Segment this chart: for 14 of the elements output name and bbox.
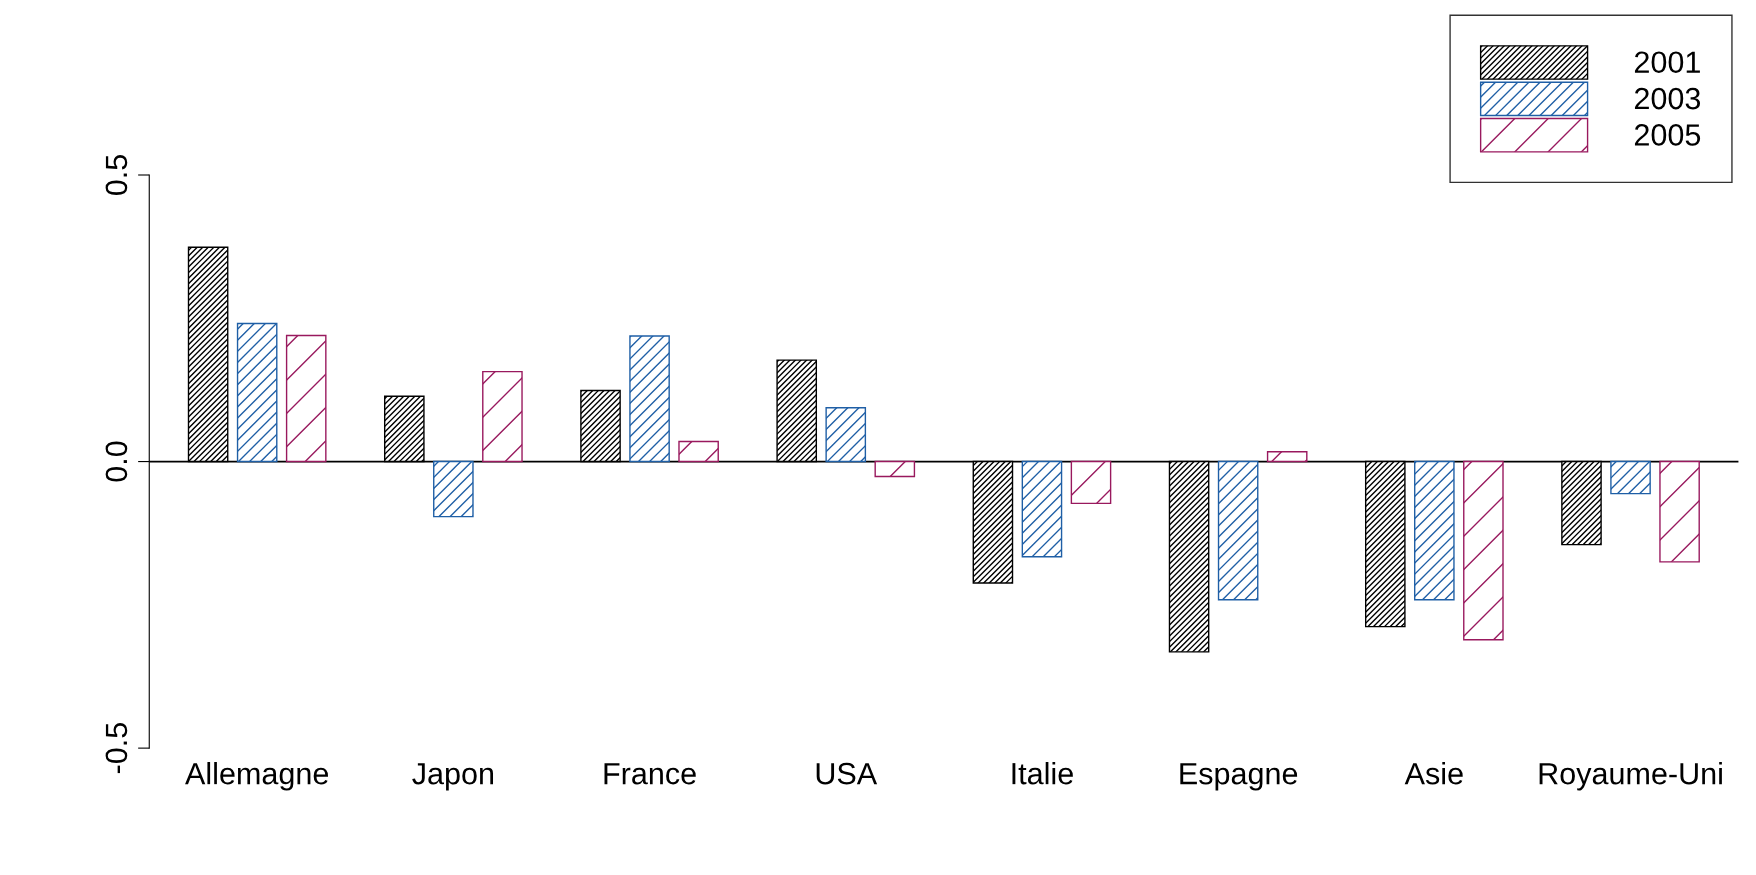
x-tick-label: USA <box>816 762 878 785</box>
x-tick-label: Japon <box>412 763 494 791</box>
y-tick-label: -0.5 <box>105 723 128 774</box>
x-tick-label: Italie <box>1012 762 1073 785</box>
x-tick-label: Asie <box>1404 762 1463 785</box>
y-tick-label: 0.5 <box>105 155 128 196</box>
x-tick-label: France <box>604 763 696 785</box>
legend-label: 2003 <box>1634 87 1701 110</box>
x-tick-label: Allemagne <box>185 762 328 791</box>
x-tick-label: Espagne <box>1180 763 1298 791</box>
legend-label: 2005 <box>1634 124 1701 146</box>
y-tick-label: 0.0 <box>105 441 128 482</box>
x-tick-label: Royaume-Uni <box>1539 762 1722 791</box>
legend-label: 2001 <box>1634 51 1700 74</box>
